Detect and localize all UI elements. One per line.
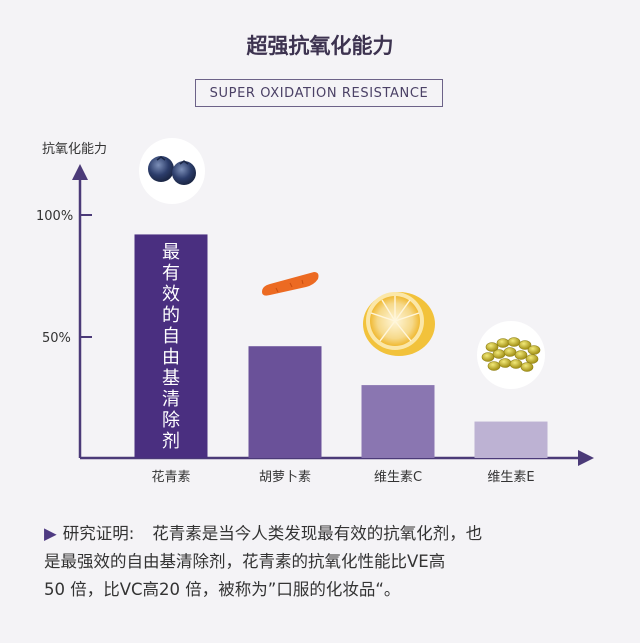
description-line-1: ▶ 研究证明: 花青素是当今人类发现最有效的抗氧化剂，也 <box>44 520 604 548</box>
capsule-shape <box>525 354 539 364</box>
description: ▶ 研究证明: 花青素是当今人类发现最有效的抗氧化剂，也 是最强效的自由基清除剂，花… <box>44 520 604 604</box>
subtitle-badge: SUPER OXIDATION RESISTANCE <box>195 79 443 107</box>
bullet-arrow-icon: ▶ <box>44 524 57 543</box>
description-lead: 研究证明: <box>62 524 135 543</box>
capsule-shape <box>492 349 506 359</box>
y-tick-label-50: 50% <box>42 331 71 346</box>
capsule-shape <box>498 358 512 368</box>
capsule-shape <box>503 347 517 357</box>
category-label-vitamin-e: 维生素E <box>487 470 534 485</box>
capsule-shape <box>507 337 521 347</box>
y-tick-label-100: 100% <box>36 209 73 224</box>
vitamin-e-capsules-icon <box>477 321 545 389</box>
page-title: 超强抗氧化能力 <box>246 34 394 58</box>
capsule-shape <box>514 350 528 360</box>
bar-annotation: 最有效的自由基清除剂 <box>162 242 180 452</box>
y-axis <box>72 164 88 458</box>
blueberry-icon <box>139 138 205 204</box>
capsule-shape <box>481 352 495 362</box>
capsule-shape <box>527 345 541 355</box>
description-line-3: 50 倍，比VC高20 倍，被称为”口服的化妆品“。 <box>44 580 401 599</box>
capsule-shape <box>518 340 532 350</box>
category-label-anthocyanin: 花青素 <box>151 469 190 485</box>
lemon-icon <box>363 292 435 356</box>
capsule-shape <box>509 359 523 369</box>
bar-vitamin-e <box>474 421 548 458</box>
description-text-1: 花青素是当今人类发现最有效的抗氧化剂，也 <box>152 524 483 543</box>
category-label-carotene: 胡萝卜素 <box>259 470 311 485</box>
capsule-shape <box>485 342 499 352</box>
description-line-2: 是最强效的自由基清除剂，花青素的抗氧化性能比VE高 <box>44 552 446 571</box>
subtitle-text: SUPER OXIDATION RESISTANCE <box>209 85 429 101</box>
category-label-vitamin-c: 维生素C <box>374 470 422 485</box>
bar-vitamin-c <box>361 385 435 458</box>
bar-anthocyanin <box>134 234 208 458</box>
bar-carotene <box>248 346 322 458</box>
y-axis-label: 抗氧化能力 <box>42 142 107 157</box>
capsule-shape <box>520 362 534 372</box>
carrot-icon <box>262 272 319 296</box>
capsule-shape <box>496 338 510 348</box>
capsule-shape <box>487 361 501 371</box>
